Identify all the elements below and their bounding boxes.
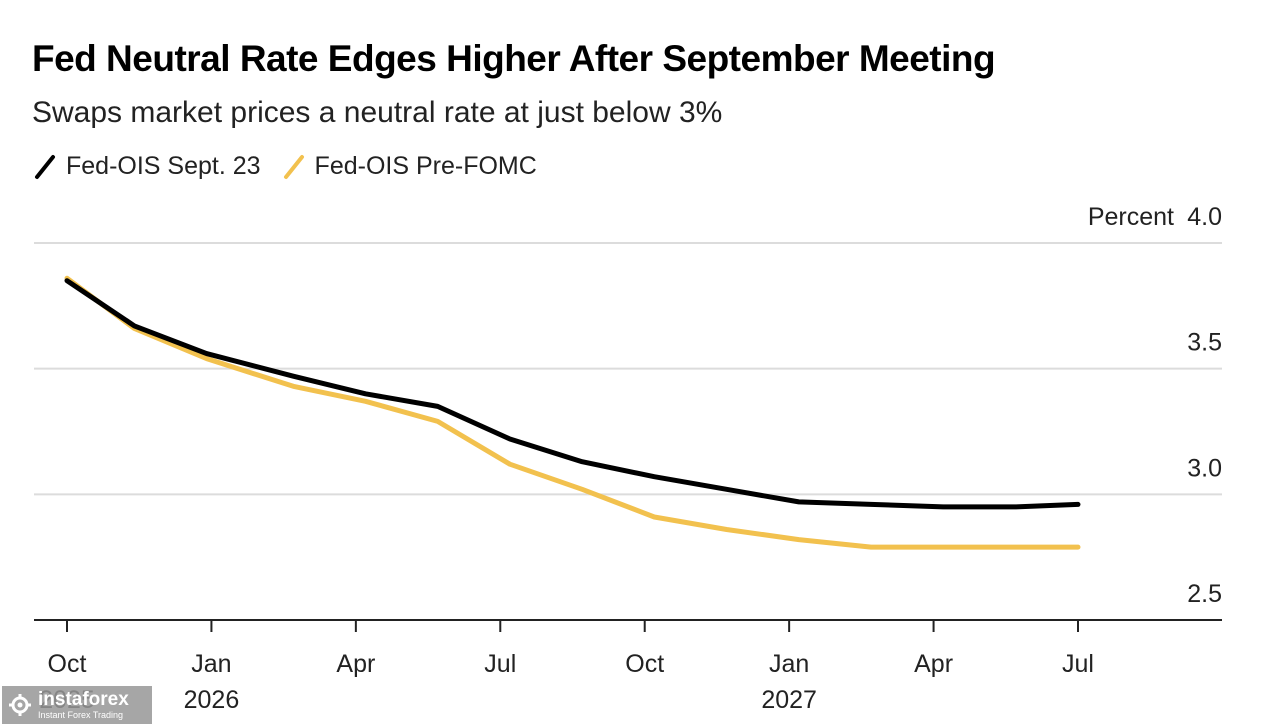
x-tick-label-4: Oct: [625, 650, 664, 678]
x-tick-label-5: Jan: [769, 650, 809, 678]
legend-item-pre-fomc: Fed-OIS Pre-FOMC: [283, 152, 537, 181]
y-tick-label-3-5: 3.5: [1187, 329, 1222, 357]
chart-title: Fed Neutral Rate Edges Higher After Sept…: [32, 38, 996, 79]
legend-label-sept23: Fed-OIS Sept. 23: [66, 152, 261, 180]
watermark: instaforex Instant Forex Trading: [2, 686, 152, 724]
y-tick-label-2-5: 2.5: [1187, 580, 1222, 608]
instaforex-logo-icon: [9, 694, 31, 716]
x-tick-label-2: Apr: [336, 650, 375, 678]
legend-label-pre-fomc: Fed-OIS Pre-FOMC: [314, 152, 537, 180]
chart-subtitle: Swaps market prices a neutral rate at ju…: [32, 96, 723, 129]
y-tick-label-4: 4.0: [1187, 203, 1222, 231]
watermark-tagline: Instant Forex Trading: [38, 710, 124, 720]
x-tick-year-1: 2026: [184, 686, 240, 714]
legend-swatch-pre-fomc: [283, 154, 304, 179]
y-axis-label: Percent: [1088, 203, 1174, 231]
series-line-sept23: [64, 278, 1081, 510]
x-tick-label-6: Apr: [914, 650, 953, 678]
series-line-pre-fomc: [64, 275, 1081, 550]
x-tick-label-3: Jul: [484, 650, 516, 678]
watermark-brand: instaforex: [38, 689, 129, 710]
legend-item-sept23: Fed-OIS Sept. 23: [34, 152, 261, 181]
x-tick-year-5: 2027: [761, 686, 817, 714]
x-tick-label-1: Jan: [191, 650, 231, 678]
legend-swatch-sept23: [35, 154, 55, 179]
x-tick-label-0: Oct: [48, 650, 87, 678]
x-tick-label-7: Jul: [1062, 650, 1094, 678]
y-tick-label-3: 3.0: [1187, 454, 1222, 482]
legend: Fed-OIS Sept. 23 Fed-OIS Pre-FOMC: [34, 152, 549, 181]
